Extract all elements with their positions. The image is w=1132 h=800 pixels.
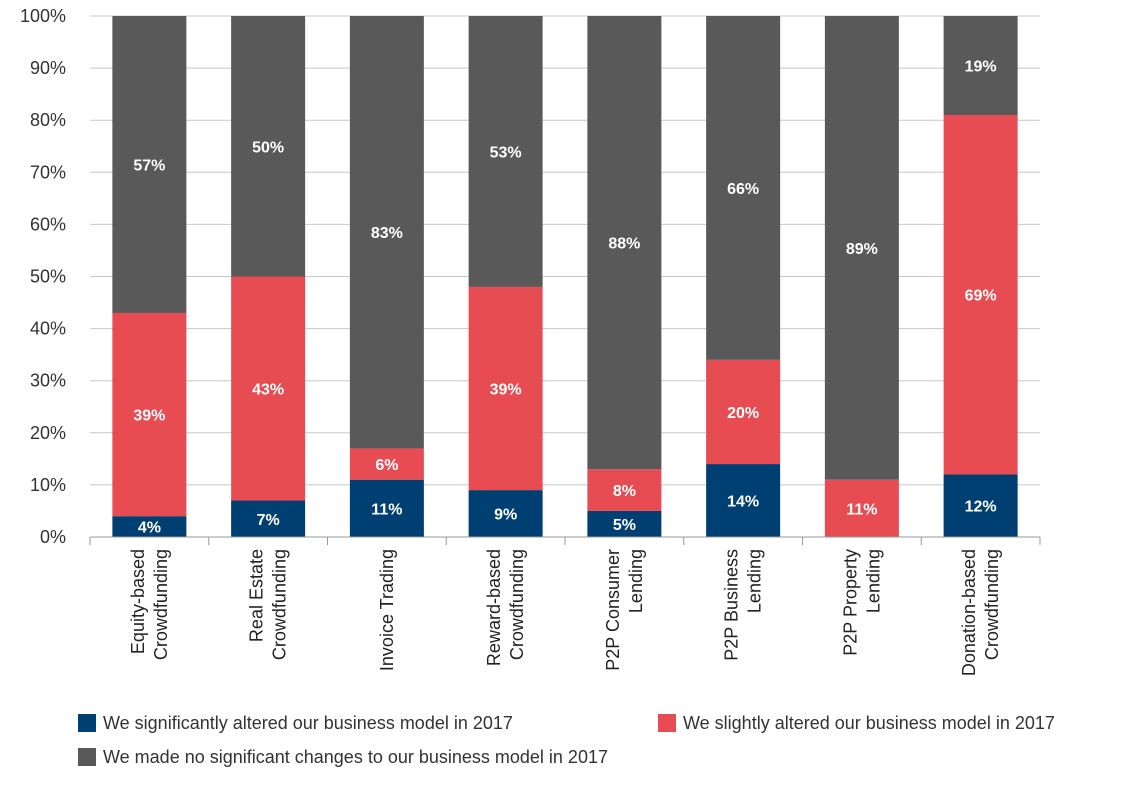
y-tick-label: 10% xyxy=(30,475,66,495)
x-category-label-line: Real Estate xyxy=(247,549,267,642)
y-tick-label: 40% xyxy=(30,319,66,339)
x-category-label: Reward-based Crowdfunding xyxy=(484,549,527,666)
x-category-label-line: Crowdfunding xyxy=(507,549,527,660)
x-category-label-line: Reward-based xyxy=(484,549,504,666)
bar-segment xyxy=(943,474,1018,537)
x-category-label: P2P Consumer Lending xyxy=(603,549,646,671)
bar-segment xyxy=(943,114,1018,475)
bar-segment xyxy=(349,16,424,449)
x-category-label-line: P2P Consumer xyxy=(603,549,623,671)
x-category-label-line: Crowdfunding xyxy=(270,549,290,660)
data-label: 6% xyxy=(375,457,398,474)
bar-segment xyxy=(468,490,543,537)
x-category-label: P2P Business Lending xyxy=(722,549,765,661)
x-axis: Equity-based Crowdfunding Real Estate Crowd… xyxy=(89,536,1041,676)
bar-segment xyxy=(943,16,1018,115)
x-category-label-line: P2P Property xyxy=(840,549,860,656)
data-label: 39% xyxy=(133,408,165,425)
y-tick-label: 20% xyxy=(30,423,66,443)
stacked-bar-chart: 0% 10% 20% 30% 40% 50% 60% 70% 80% 90% 100% 4% 39% 5… xyxy=(20,6,1041,676)
x-category-label: P2P Property Lending xyxy=(840,549,883,656)
bar-segment xyxy=(587,16,662,470)
x-category-label-line: Lending xyxy=(745,549,765,613)
y-tick-label: 100% xyxy=(20,6,66,26)
data-label: 7% xyxy=(257,512,280,529)
bars: 4% 39% 57% 7% 43% 50% 11% 6% 83% 9% 39% 53% 5% 8% 88% 1… xyxy=(112,16,1018,537)
bar-segment xyxy=(706,359,781,465)
bar-segment xyxy=(349,448,424,480)
x-category-label: Equity-based Crowdfunding xyxy=(128,549,171,660)
x-category-label-line: Invoice Trading xyxy=(377,549,397,671)
bar-segment xyxy=(468,286,543,491)
legend-item-no-change: We made no significant changes to our bu… xyxy=(78,747,608,768)
x-category-label-line: Donation-based xyxy=(959,549,979,676)
x-category-label: Donation-based Crowdfunding xyxy=(959,549,1002,676)
data-label: 5% xyxy=(613,517,636,534)
data-label: 14% xyxy=(727,494,759,511)
data-label: 4% xyxy=(138,520,161,537)
x-category-label: Invoice Trading xyxy=(377,549,397,671)
data-label: 69% xyxy=(965,288,997,305)
data-label: 9% xyxy=(494,507,517,524)
data-label: 12% xyxy=(965,499,997,516)
x-category-label-line: Crowdfunding xyxy=(982,549,1002,660)
data-label: 53% xyxy=(490,144,522,161)
data-label: 8% xyxy=(613,483,636,500)
bar-segment xyxy=(112,516,187,537)
bar-segment xyxy=(824,16,899,480)
legend-row-1: We significantly altered our business mo… xyxy=(78,706,1132,740)
bar-segment xyxy=(112,16,187,313)
legend-swatch-significant xyxy=(78,714,96,732)
legend-swatch-slight xyxy=(658,714,676,732)
data-label: 20% xyxy=(727,405,759,422)
x-category-label-line: Equity-based xyxy=(128,549,148,654)
legend-label-slight: We slightly altered our business model i… xyxy=(683,712,1055,733)
x-category-label-line: Crowdfunding xyxy=(151,549,171,660)
legend-row-2: We made no significant changes to our bu… xyxy=(78,740,1132,774)
legend-label-significant: We significantly altered our business mo… xyxy=(103,712,513,733)
legend-swatch-no-change xyxy=(78,748,96,766)
x-category-label-line: P2P Business xyxy=(722,549,742,661)
data-label: 88% xyxy=(608,236,640,253)
data-label: 39% xyxy=(490,382,522,399)
bar-segment xyxy=(231,16,306,277)
legend: We significantly altered our business mo… xyxy=(78,706,1132,774)
y-tick-label: 30% xyxy=(30,371,66,391)
y-tick-label: 50% xyxy=(30,267,66,287)
x-category-label-line: Lending xyxy=(626,549,646,613)
y-tick-label: 80% xyxy=(30,110,66,130)
data-label: 83% xyxy=(371,225,403,242)
legend-item-slight: We slightly altered our business model i… xyxy=(658,713,1055,734)
y-tick-label: 0% xyxy=(40,527,66,547)
bar-segment xyxy=(231,500,306,537)
data-label: 11% xyxy=(371,501,402,518)
bar-segment xyxy=(706,464,781,537)
bar-segment xyxy=(587,510,662,537)
data-label: 19% xyxy=(965,58,997,75)
legend-item-significant: We significantly altered our business mo… xyxy=(78,713,658,734)
data-label: 66% xyxy=(727,181,759,198)
legend-label-no-change: We made no significant changes to our bu… xyxy=(103,746,608,767)
bar-segment xyxy=(112,312,187,517)
data-label: 89% xyxy=(846,241,878,258)
y-tick-label: 70% xyxy=(30,162,66,182)
data-label: 11% xyxy=(846,501,877,518)
y-tick-label: 90% xyxy=(30,58,66,78)
bar-segment xyxy=(706,16,781,360)
x-category-label: Real Estate Crowdfunding xyxy=(247,549,290,660)
data-label: 50% xyxy=(252,139,284,156)
y-tick-label: 60% xyxy=(30,214,66,234)
bar-segment xyxy=(349,479,424,537)
data-label: 43% xyxy=(252,382,284,399)
y-axis: 0% 10% 20% 30% 40% 50% 60% 70% 80% 90% 100% xyxy=(20,6,66,547)
bar-segment xyxy=(468,16,543,287)
bar-segment xyxy=(231,276,306,501)
x-category-label-line: Lending xyxy=(863,549,883,613)
data-label: 57% xyxy=(133,157,165,174)
bar-segment xyxy=(824,479,899,537)
bar-segment xyxy=(587,469,662,511)
